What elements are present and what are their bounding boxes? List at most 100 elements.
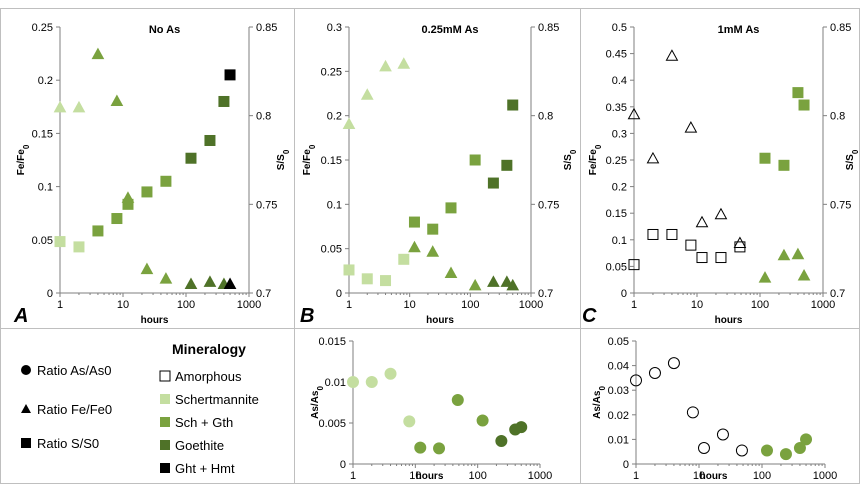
y-tick-label-left: 0.1 [38,182,53,194]
y-tick-label-right: 0.7 [538,288,553,300]
y-tick-label-left: 0.4 [612,75,627,87]
y-axis-label-right: S/S0 [276,149,291,170]
y-tick-label-left: 0.15 [606,208,627,220]
data-point-triangle [646,151,660,164]
panel-as-b-frame [294,328,581,484]
data-point-circle [365,376,378,388]
y-tick-label-left: 0 [621,288,627,300]
x-tick-label: 1000 [813,470,837,482]
data-point-triangle [506,278,520,291]
data-point-circle [476,414,489,427]
data-point-square [778,159,790,171]
data-point-triangle [733,236,747,249]
data-point-square [647,228,659,240]
data-point-triangle [360,88,374,100]
x-axis-label: hours [141,315,169,326]
legend-swatch-schertmannite [160,394,170,404]
data-point-square [380,275,392,287]
legend-mineralogy-title: Mineralogy [172,341,246,357]
data-point-circle [384,367,397,380]
y-tick-label-left: 0.25 [606,155,627,167]
x-tick-label: 1000 [811,299,835,311]
legend-ght-hmt: Ght + Hmt [175,461,235,476]
data-point-square [696,252,708,264]
y-axis-label-left: Fe/Fe0 [302,144,317,175]
x-tick-label: 10 [404,299,416,311]
legend-swatch-sch-gth [160,417,170,427]
x-axis-label: hours [700,471,728,482]
data-point-square [54,236,66,248]
chart-title: No As [149,24,180,36]
data-point-circle [735,444,748,457]
data-point-triangle [342,117,356,130]
data-point-square [408,216,420,228]
data-point-triangle [53,100,67,113]
data-point-square [487,177,499,189]
y-tick-label-left: 0.05 [321,244,342,256]
data-point-triangle [223,277,237,289]
y-tick-label-left: 0.15 [321,155,342,167]
data-point-square [141,186,153,198]
legend-ratio-as: Ratio As/As0 [37,363,111,378]
x-tick-label: 100 [468,470,486,482]
data-point-triangle [397,57,411,69]
y-tick-label-left: 0.005 [318,418,346,430]
data-point-square [224,69,236,81]
data-point-triangle [110,94,124,106]
chart-1: 1 10 100 1000 hours 0 0.05 0.1 0.15 0.2 0.25 Fe/Fe0… [13,22,291,327]
y-tick-label-right: 0.8 [256,111,271,123]
data-point-circle [800,433,813,446]
data-point-circle [648,366,661,379]
y-tick-label-right: 0.85 [538,22,559,34]
data-point-square [445,202,457,214]
data-point-square [715,252,727,264]
data-point-square [122,198,134,210]
y-tick-label-left: 0.05 [608,336,629,348]
data-point-triangle [72,100,86,113]
y-tick-label-left: 0 [623,459,629,471]
panel-letter: B [300,305,314,327]
x-tick-label: 10 [409,470,421,482]
y-tick-label-left: 0.3 [327,22,342,34]
x-tick-label: 1 [631,299,637,311]
legend-schertmannite: Schertmannite [175,392,259,407]
y-tick-label-left: 0.01 [608,434,629,446]
data-point-square [361,273,373,285]
data-point-triangle [140,262,154,275]
charts: 1 10 100 1000hours00.050.10.150.20.25Fe/Fe0… [13,22,860,482]
x-tick-label: 1000 [528,470,552,482]
y-axis-label-right: S/S0 [845,149,860,170]
legend-circle-marker [21,365,31,375]
data-point-triangle [500,275,514,287]
data-point-triangle [487,275,500,287]
data-point-square [398,253,410,265]
data-point-square [507,99,519,111]
data-point-square [798,99,810,111]
panel-letter: C [582,305,597,327]
chart-5: 1 10 100 1000 hours 0 0.01 0.02 0.03 0.04 0.05 As/A… [592,336,837,482]
y-tick-label-left: 0.1 [327,199,342,211]
y-tick-label-left: 0.2 [327,111,342,123]
x-tick-label: 10 [693,470,705,482]
data-point-triangle [203,275,217,287]
x-tick-label: 100 [751,299,769,311]
y-axis-label-left: As/As0 [310,386,325,419]
y-tick-label-left: 0.15 [32,128,53,140]
x-tick-label: 100 [177,299,195,311]
y-tick-label-left: 0.015 [318,336,346,348]
data-point-square [685,239,697,251]
y-tick-label-left: 0.01 [325,377,346,389]
y-tick-label-right: 0.75 [538,199,559,211]
data-point-square [185,152,197,164]
legend-sch-gth: Sch + Gth [175,415,233,430]
legend-amorphous: Amorphous [175,369,242,384]
x-tick-label: 1 [346,299,352,311]
legend-goethite: Goethite [175,438,224,453]
y-tick-label-left: 0.3 [612,128,627,140]
data-point-circle [697,442,710,455]
data-point-triangle [684,121,698,133]
y-tick-label-right: 0.8 [830,111,845,123]
chart-2: 1 10 100 1000 hours 0 0.05 0.1 0.15 0.2 0.25 0.3 Fe/… [300,22,578,327]
data-point-circle [716,428,729,441]
data-point-square [759,152,771,164]
